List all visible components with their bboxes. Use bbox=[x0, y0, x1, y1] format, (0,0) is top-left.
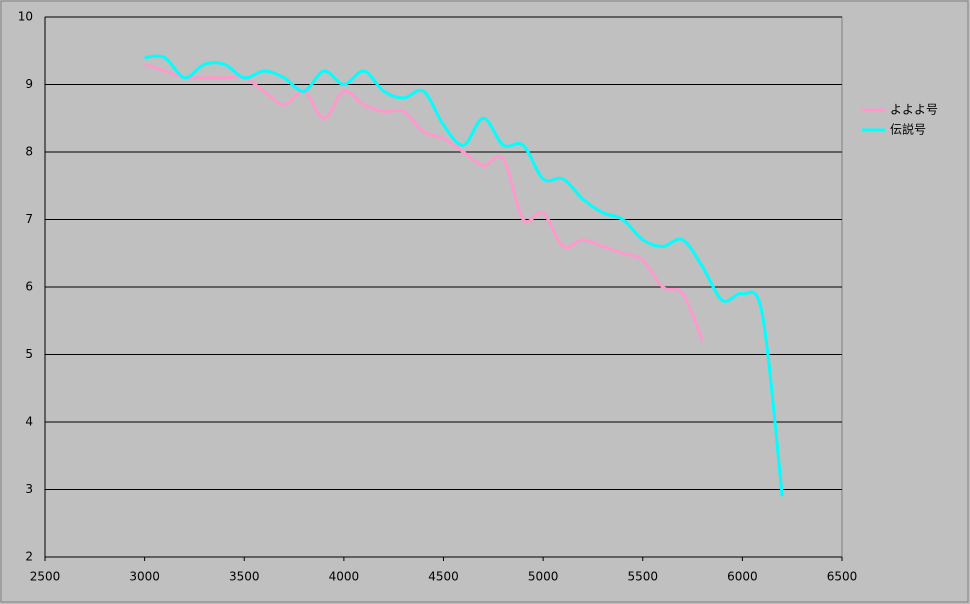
y-tick-label: 2 bbox=[25, 550, 33, 564]
y-tick-label: 7 bbox=[25, 212, 33, 226]
x-tick-label: 3500 bbox=[229, 570, 260, 584]
legend-label: 伝説号 bbox=[890, 122, 926, 137]
legend bbox=[855, 97, 947, 143]
y-tick-label: 8 bbox=[25, 145, 33, 159]
legend-label: よよよ号 bbox=[890, 103, 938, 117]
x-tick-label: 2500 bbox=[30, 570, 61, 584]
x-tick-label: 6000 bbox=[727, 570, 758, 584]
y-tick-label: 6 bbox=[25, 280, 33, 294]
y-tick-label: 10 bbox=[18, 10, 33, 24]
x-tick-label: 4500 bbox=[428, 570, 459, 584]
y-tick-label: 5 bbox=[25, 347, 33, 361]
x-tick-label: 4000 bbox=[329, 570, 360, 584]
x-tick-label: 6500 bbox=[827, 570, 858, 584]
series-line bbox=[144, 54, 784, 497]
y-tick-label: 9 bbox=[25, 77, 33, 91]
y-tick-label: 4 bbox=[25, 415, 33, 429]
x-tick-label: 5500 bbox=[627, 570, 658, 584]
x-tick-label: 5000 bbox=[528, 570, 559, 584]
x-tick-label: 3000 bbox=[129, 570, 160, 584]
y-tick-label: 3 bbox=[25, 482, 33, 496]
